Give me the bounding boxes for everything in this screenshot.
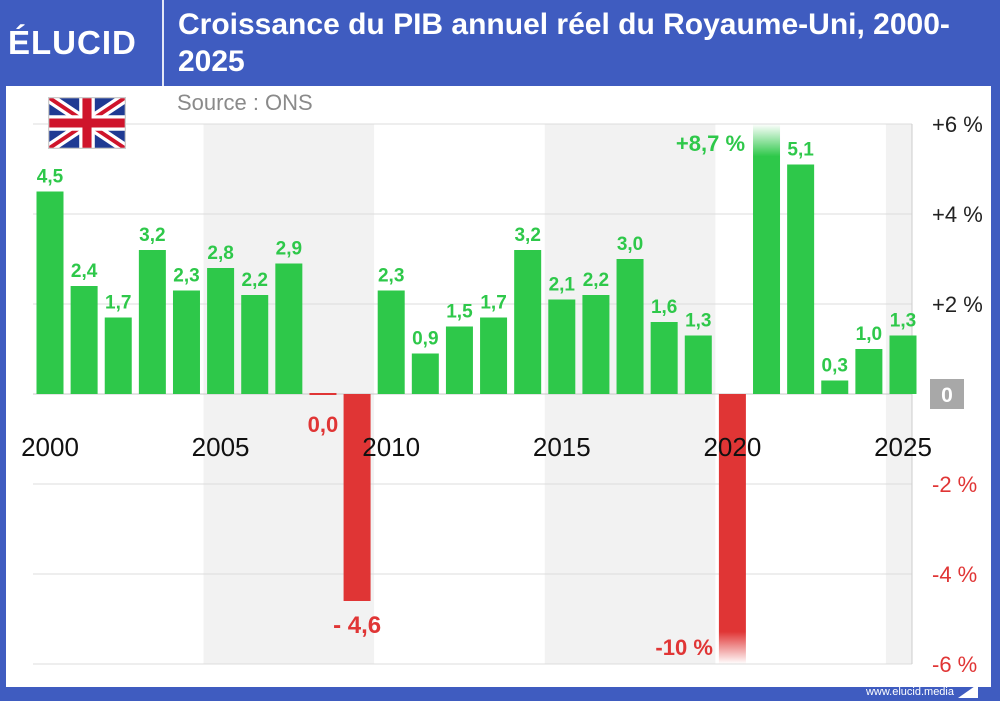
value-label-2012: 1,5 bbox=[446, 302, 473, 323]
y-tick-4: +4 % bbox=[932, 202, 983, 227]
value-label-2007: 2,9 bbox=[276, 239, 302, 260]
value-label-2005: 2,8 bbox=[207, 243, 233, 264]
elucid-logo: ÉLUCID bbox=[8, 24, 137, 61]
y-tick-2: +2 % bbox=[932, 292, 983, 317]
x-tick-2020: 2020 bbox=[703, 432, 761, 462]
bars bbox=[36, 124, 917, 664]
bar-2012 bbox=[445, 326, 473, 394]
value-label-2003: 3,2 bbox=[139, 225, 165, 246]
bar-2006 bbox=[241, 295, 269, 394]
value-label-2022: 5,1 bbox=[787, 140, 814, 161]
bar-2024 bbox=[855, 349, 883, 394]
y-tick-0: 0 bbox=[941, 384, 953, 407]
bar-2009 bbox=[343, 394, 371, 601]
bar-2019 bbox=[684, 335, 712, 394]
value-label-2017: 3,0 bbox=[617, 234, 643, 255]
bar-2020 bbox=[718, 394, 746, 664]
header: ÉLUCID Croissance du PIB annuel réel du … bbox=[0, 0, 1000, 86]
zero-badge bbox=[930, 379, 964, 409]
bar-2001 bbox=[70, 286, 98, 394]
value-label-2015: 2,1 bbox=[549, 275, 576, 296]
value-label-2011: 0,9 bbox=[412, 329, 438, 350]
bar-2023 bbox=[821, 380, 849, 394]
bar-2013 bbox=[480, 317, 508, 394]
value-label-2019: 1,3 bbox=[685, 311, 711, 332]
value-label-2006: 2,2 bbox=[242, 270, 268, 291]
bar-2010 bbox=[377, 290, 405, 394]
bar-2005 bbox=[207, 268, 235, 394]
bar-2018 bbox=[650, 322, 678, 394]
x-tick-2015: 2015 bbox=[533, 432, 591, 462]
bar-2015 bbox=[548, 299, 576, 394]
value-label-2016: 2,2 bbox=[583, 270, 609, 291]
bar-2022 bbox=[787, 164, 815, 394]
value-label-2002: 1,7 bbox=[105, 293, 131, 314]
bar-2003 bbox=[138, 250, 166, 394]
x-tick-2025: 2025 bbox=[874, 432, 932, 462]
value-label-2009: - 4,6 bbox=[333, 612, 381, 639]
y-axis: +6 % +4 % +2 % 0 -2 % -4 % -6 % bbox=[930, 112, 983, 677]
value-label-2025: 1,3 bbox=[890, 311, 916, 332]
value-label-2021: +8,7 % bbox=[676, 131, 745, 156]
chart-title: Croissance du PIB annuel réel du Royaume… bbox=[178, 8, 950, 78]
bar-2002 bbox=[104, 317, 132, 394]
bar-2014 bbox=[514, 250, 542, 394]
y-tick-6: +6 % bbox=[932, 112, 983, 137]
footer-url: www.elucid.media bbox=[865, 686, 954, 698]
elucid-mark-icon bbox=[958, 684, 978, 698]
value-labels: 4,5 2,4 1,7 3,2 2,3 2,8 2,2 2,9 0,0 - 4,6 2,3 0,9 1,… bbox=[37, 131, 916, 660]
value-label-2000: 4,5 bbox=[37, 167, 64, 188]
y-tick--6: -6 % bbox=[932, 652, 977, 677]
bar-2011 bbox=[411, 353, 439, 394]
x-tick-2005: 2005 bbox=[192, 432, 250, 462]
bar-2025 bbox=[889, 335, 917, 394]
value-label-2008: 0,0 bbox=[308, 412, 339, 437]
bar-2004 bbox=[172, 290, 200, 394]
source-label: Source : ONS bbox=[177, 90, 313, 115]
logo-divider bbox=[162, 0, 164, 86]
x-tick-2000: 2000 bbox=[21, 432, 79, 462]
x-axis: 2000 2005 2010 2015 2020 2025 bbox=[21, 432, 932, 462]
value-label-2013: 1,7 bbox=[480, 293, 506, 314]
bar-2007 bbox=[275, 263, 303, 394]
bar-2017 bbox=[616, 259, 644, 394]
value-label-2004: 2,3 bbox=[173, 266, 199, 287]
value-label-2020: -10 % bbox=[655, 635, 712, 660]
bar-2016 bbox=[582, 295, 610, 394]
bar-2000 bbox=[36, 191, 64, 394]
value-label-2018: 1,6 bbox=[651, 297, 677, 318]
value-label-2014: 3,2 bbox=[514, 225, 540, 246]
value-label-2023: 0,3 bbox=[822, 356, 848, 377]
y-tick--2: -2 % bbox=[932, 472, 977, 497]
bar-2021 bbox=[753, 124, 781, 394]
value-label-2010: 2,3 bbox=[378, 266, 404, 287]
value-label-2001: 2,4 bbox=[71, 261, 98, 282]
x-tick-2010: 2010 bbox=[362, 432, 420, 462]
y-tick--4: -4 % bbox=[932, 562, 977, 587]
bar-2008 bbox=[309, 393, 337, 395]
uk-flag-icon bbox=[48, 97, 126, 149]
value-label-2024: 1,0 bbox=[856, 324, 882, 345]
